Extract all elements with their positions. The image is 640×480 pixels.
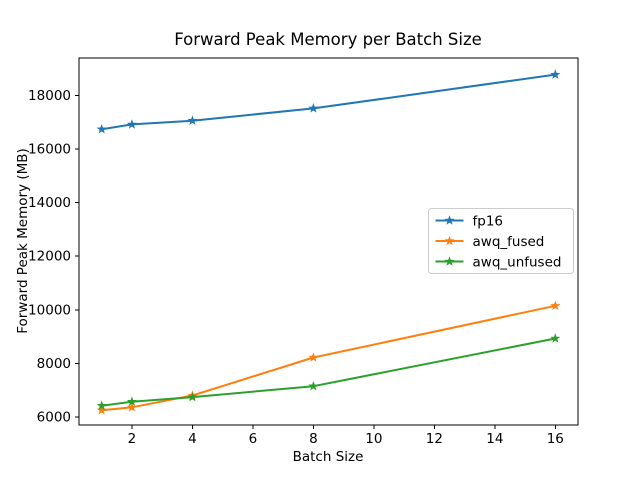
plot-border (78, 57, 579, 426)
x-tick-label: 14 (486, 431, 503, 447)
data-point-star-marker (126, 396, 137, 406)
legend-item-fp16: fp16 (435, 213, 504, 229)
series-line (101, 337, 556, 407)
y-tick-label: 10000 (28, 302, 71, 318)
chart-title: Forward Peak Memory per Batch Size (174, 30, 482, 49)
legend: fp16 awq_fused awq_unfused (428, 208, 574, 274)
legend-item-awq_unfused: awq_unfused (435, 254, 562, 270)
legend-label: fp16 (473, 213, 504, 229)
legend-item-awq_fused: awq_fused (435, 234, 545, 250)
x-axis-label: Batch Size (293, 449, 364, 465)
data-point-star-marker (550, 333, 561, 343)
data-point-star-marker (550, 300, 561, 311)
data-point-star-marker (550, 69, 561, 79)
data-point-star-marker (96, 123, 107, 134)
y-tick-label: 14000 (28, 195, 71, 211)
y-tick-label: 6000 (37, 409, 71, 425)
x-tick-label: 6 (249, 431, 258, 447)
legend-star-marker-icon (444, 235, 455, 246)
x-tick-label: 16 (547, 431, 564, 447)
legend-star-marker-icon (444, 256, 455, 266)
y-tick-label: 16000 (28, 142, 71, 158)
axes-ticks: 2 4 6 8 10 12 14 16 6000 8000 10000 12000 14000 16000… (28, 88, 564, 447)
x-tick-label: 4 (188, 431, 197, 447)
y-tick-label: 8000 (37, 356, 71, 372)
legend-label: awq_fused (473, 234, 545, 250)
x-tick-label: 8 (309, 431, 318, 447)
data-point-star-marker (126, 119, 137, 129)
x-tick-label: 10 (365, 431, 382, 447)
data-point-star-marker (308, 352, 319, 362)
series-group (96, 69, 561, 415)
x-tick-label: 12 (426, 431, 443, 447)
legend-label: awq_unfused (473, 254, 562, 270)
y-tick-label: 18000 (28, 88, 71, 104)
data-point-star-marker (96, 400, 107, 410)
legend-box (428, 208, 574, 274)
series-line (101, 73, 556, 131)
y-tick-label: 12000 (28, 249, 71, 265)
series-awq_fused (96, 300, 561, 415)
series-awq_unfused (96, 333, 561, 410)
data-point-star-marker (126, 402, 137, 412)
legend-star-marker-icon (444, 215, 455, 225)
data-point-star-marker (308, 103, 319, 113)
data-point-star-marker (187, 391, 198, 402)
data-point-star-marker (187, 115, 198, 125)
y-axis-label: Forward Peak Memory (MB) (15, 148, 31, 334)
series-line (101, 304, 556, 412)
data-point-star-marker (96, 404, 107, 415)
data-point-star-marker (308, 380, 319, 391)
x-tick-label: 2 (128, 431, 137, 447)
series-fp16 (96, 69, 561, 134)
